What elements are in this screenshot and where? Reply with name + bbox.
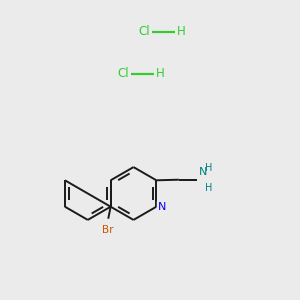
Text: N: N <box>199 167 207 177</box>
Text: H: H <box>205 163 212 173</box>
Text: H: H <box>156 67 165 80</box>
Text: Cl: Cl <box>138 25 150 38</box>
Text: N: N <box>158 202 166 212</box>
Text: Br: Br <box>103 225 114 235</box>
Text: H: H <box>177 25 186 38</box>
Text: H: H <box>205 183 212 193</box>
Text: Cl: Cl <box>117 67 129 80</box>
